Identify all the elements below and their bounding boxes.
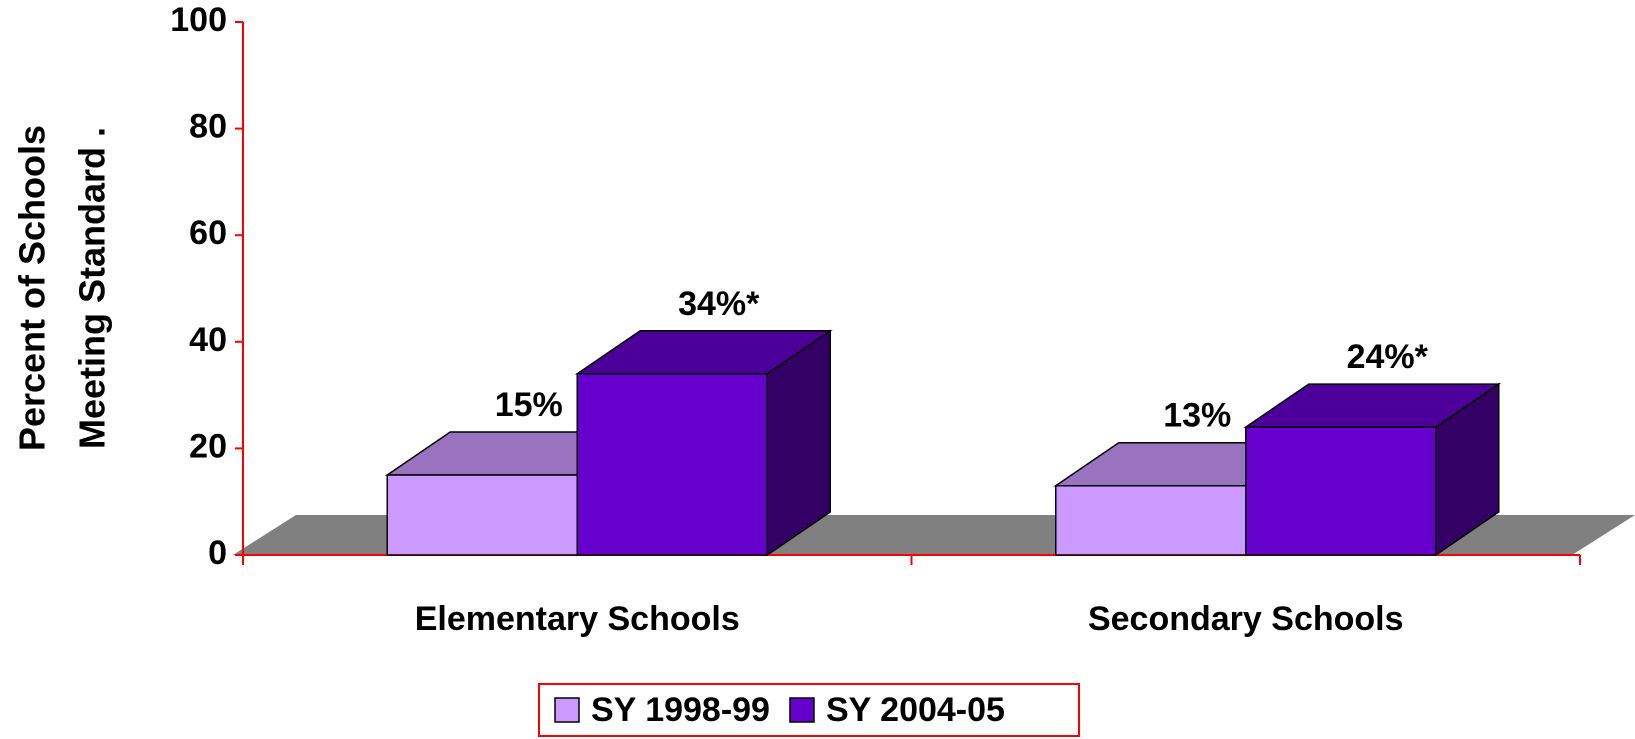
value-label: 13% — [1163, 397, 1231, 435]
value-label: 24%* — [1347, 338, 1429, 376]
bar — [574, 329, 833, 557]
y-tick-label: 0 — [208, 534, 227, 572]
y-axis-label: Percent of Schools — [12, 125, 53, 451]
legend-swatch — [554, 697, 580, 723]
y-tick-label: 80 — [189, 108, 227, 146]
y-tick-label: 60 — [189, 214, 227, 252]
bar — [1243, 382, 1502, 557]
legend-label: SY 2004-05 — [826, 691, 1005, 729]
y-tick-label: 40 — [189, 321, 227, 359]
bar-front — [576, 373, 768, 556]
legend-box — [538, 683, 1080, 737]
bar-front — [1245, 426, 1437, 556]
legend-label: SY 1998-99 — [591, 691, 770, 729]
y-axis-label: Meeting Standard . — [72, 127, 113, 449]
x-tick-label: Elementary Schools — [415, 600, 740, 638]
legend-swatch — [789, 697, 815, 723]
y-tick-label: 20 — [189, 427, 227, 465]
bar-front — [386, 474, 578, 556]
y-tick-label: 100 — [170, 1, 227, 39]
value-label: 34%* — [678, 285, 760, 323]
x-tick-label: Secondary Schools — [1088, 600, 1404, 638]
value-label: 15% — [495, 386, 563, 424]
bar-front — [1055, 484, 1247, 556]
